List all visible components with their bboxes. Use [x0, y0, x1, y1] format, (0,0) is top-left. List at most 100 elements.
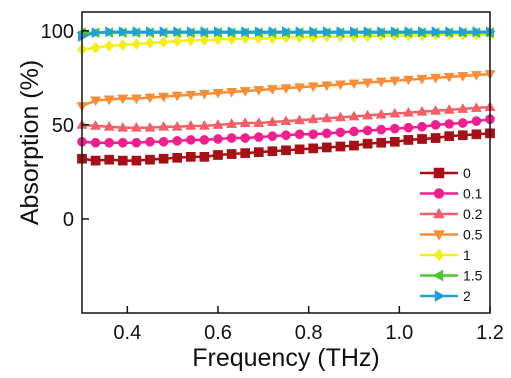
- data-point: [486, 26, 496, 38]
- data-point: [362, 138, 373, 149]
- data-point: [377, 26, 387, 38]
- data-point: [146, 26, 156, 38]
- data-point: [334, 80, 346, 91]
- data-point: [240, 133, 251, 143]
- data-point: [294, 83, 306, 94]
- legend-marker: [433, 207, 445, 219]
- legend-label: 0.2: [463, 206, 483, 222]
- data-point: [253, 147, 264, 158]
- data-point: [90, 96, 102, 107]
- data-point: [471, 116, 482, 126]
- data-point: [390, 26, 401, 38]
- x-tick-label: 1.2: [476, 322, 504, 344]
- data-point: [375, 77, 387, 88]
- data-point: [130, 94, 142, 105]
- data-point: [90, 120, 102, 130]
- ticks-layer: 0.4 0.6 0.8 1.0 1.2 0 50 100: [41, 21, 504, 344]
- data-point: [253, 132, 264, 142]
- data-point: [335, 141, 346, 152]
- data-point: [457, 72, 469, 82]
- data-point: [430, 73, 442, 84]
- data-point: [90, 137, 101, 148]
- data-point: [376, 137, 387, 148]
- legend-label: 2: [463, 288, 471, 304]
- data-point: [266, 85, 278, 95]
- data-point: [362, 109, 374, 120]
- data-point: [214, 26, 224, 38]
- legend-label: 0: [463, 165, 471, 181]
- data-point: [199, 135, 210, 145]
- series-0.5: [76, 70, 496, 112]
- plot-frame: [81, 11, 491, 314]
- data-point: [172, 136, 183, 146]
- data-point: [321, 142, 332, 153]
- data-point: [267, 146, 278, 157]
- data-point: [226, 133, 237, 143]
- legend-marker: [433, 230, 445, 241]
- data-point: [131, 137, 142, 148]
- data-point: [336, 26, 347, 38]
- data-point: [294, 144, 305, 155]
- data-point: [430, 104, 442, 115]
- data-point: [334, 111, 346, 122]
- data-point: [349, 140, 359, 151]
- data-point: [280, 115, 292, 126]
- data-point: [321, 81, 333, 92]
- data-point: [389, 136, 400, 147]
- legend-label: 0.1: [463, 186, 483, 202]
- data-point: [239, 117, 251, 127]
- data-point: [185, 152, 196, 162]
- legend-item: 0.1: [420, 186, 483, 202]
- data-point: [307, 82, 319, 93]
- data-point: [268, 26, 279, 38]
- legend-item: 1.5: [420, 268, 483, 284]
- data-point: [104, 154, 115, 165]
- x-axis-title: Frequency (THz): [192, 344, 380, 372]
- legend-marker: [433, 248, 445, 262]
- data-point: [457, 118, 468, 128]
- data-point: [281, 130, 291, 141]
- data-point: [389, 76, 401, 87]
- legend-item: 0.5: [420, 227, 483, 243]
- data-point: [457, 130, 468, 141]
- data-point: [280, 84, 292, 94]
- data-point: [198, 120, 210, 130]
- x-tick-label: 0.6: [204, 322, 232, 344]
- data-point: [321, 112, 333, 123]
- data-point: [226, 149, 237, 159]
- data-point: [159, 26, 170, 38]
- data-point: [404, 26, 415, 38]
- data-point: [173, 26, 183, 38]
- y-tick-label: 50: [52, 115, 74, 137]
- x-tick-label: 0.4: [113, 322, 141, 344]
- data-point: [266, 116, 278, 126]
- data-point: [213, 134, 223, 144]
- data-point: [417, 121, 427, 132]
- data-point: [349, 126, 359, 137]
- data-point: [431, 26, 442, 38]
- data-point: [144, 93, 156, 104]
- x-tick-label: 1.0: [385, 322, 413, 344]
- legend-item: 2: [420, 288, 471, 304]
- data-point: [171, 91, 183, 102]
- data-point: [198, 89, 210, 100]
- series-0: [77, 128, 495, 166]
- data-point: [267, 131, 278, 142]
- data-point: [158, 136, 169, 147]
- data-point: [458, 26, 469, 38]
- data-point: [402, 75, 414, 86]
- data-point: [444, 119, 455, 129]
- data-point: [226, 118, 238, 128]
- data-point: [199, 152, 210, 162]
- data-point: [403, 122, 414, 133]
- data-point: [212, 88, 224, 99]
- data-point: [185, 90, 197, 101]
- data-point: [91, 27, 102, 39]
- data-point: [104, 137, 115, 148]
- data-point: [172, 35, 183, 48]
- data-point: [185, 135, 196, 145]
- data-point: [130, 121, 142, 132]
- data-point: [403, 135, 414, 145]
- series-2: [78, 26, 496, 42]
- data-point: [118, 26, 129, 38]
